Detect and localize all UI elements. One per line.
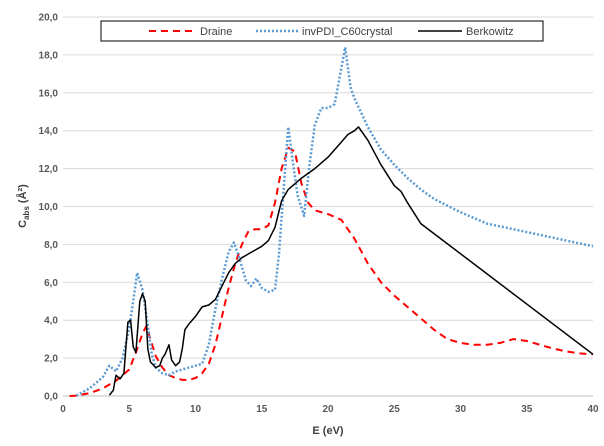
legend-label-invpdi: invPDI_C60crystal [302,26,392,38]
y-tick-label: 0,0 [44,392,58,403]
y-tick-label: 2,0 [44,354,58,365]
y-tick-label: 4,0 [44,316,58,327]
y-tick-labels: 0,0 2,0 4,0 6,0 8,0 10,0 12,0 14,0 16,0 18,0 20,0 [39,13,59,403]
grid-lines [63,16,593,397]
x-tick-label: 20 [322,404,334,415]
x-tick-label: 15 [256,404,268,415]
legend-label-draine: Draine [200,26,232,38]
x-tick-label: 0 [60,404,66,415]
series-lines [69,46,594,397]
y-tick-label: 6,0 [44,278,58,289]
legend: Draine invPDI_C60crystal Berkowitz [100,20,544,42]
y-tick-label: 12,0 [39,164,59,175]
y-axis-title: Cabs (Å²) [16,184,31,228]
y-tick-label: 16,0 [39,88,59,99]
y-axis-title-unit: (Å²) [16,184,29,203]
y-axis-title-main: C [17,220,29,228]
y-tick-label: 20,0 [39,13,59,24]
x-tick-label: 10 [190,404,202,415]
x-tick-labels: 0 5 10 15 20 25 30 35 40 [60,404,599,415]
x-tick-label: 5 [126,404,132,415]
series-line-berkowitz [108,126,594,396]
y-axis-title-sub: abs [22,206,31,220]
y-tick-label: 10,0 [39,202,59,213]
x-tick-label: 35 [521,404,533,415]
legend-box [100,20,544,42]
y-tick-label: 14,0 [39,126,59,137]
legend-label-berkowitz: Berkowitz [466,26,514,38]
y-tick-label: 18,0 [39,50,59,61]
series-line-draine [69,146,594,397]
x-axis-title: E (eV) [312,425,344,437]
x-tick-label: 25 [389,404,401,415]
x-tick-label: 40 [587,404,599,415]
y-tick-label: 8,0 [44,240,58,251]
series-line-invpdi-c60crystal [75,46,594,397]
x-tick-label: 30 [455,404,467,415]
